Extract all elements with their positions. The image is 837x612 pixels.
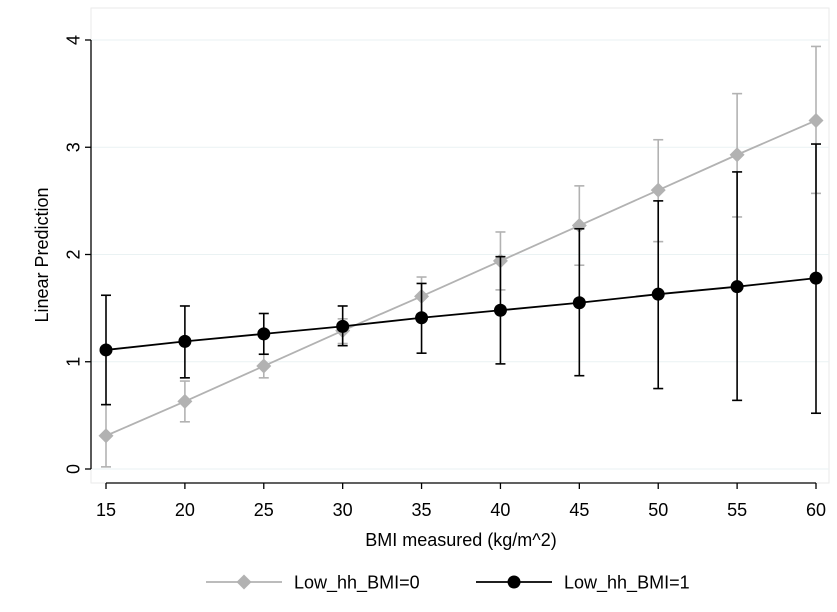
y-tick-label: 2 — [63, 249, 83, 259]
legend-marker — [507, 575, 521, 589]
x-ticks: 15 20 25 30 35 40 45 50 55 60 — [96, 483, 826, 520]
x-tick-label: 45 — [569, 500, 589, 520]
data-point — [493, 303, 507, 317]
x-tick-label: 20 — [175, 500, 195, 520]
data-point — [650, 182, 666, 198]
grid — [91, 39, 829, 470]
data-point — [651, 287, 665, 301]
series-1 — [99, 143, 823, 415]
x-tick-label: 55 — [727, 500, 747, 520]
legend-item-0: Low_hh_BMI=0 — [206, 572, 420, 593]
y-tick-label: 0 — [63, 464, 83, 474]
data-point — [572, 296, 586, 310]
data-point — [99, 343, 113, 357]
legend-item-1: Low_hh_BMI=1 — [476, 572, 690, 593]
x-axis-label: BMI measured (kg/m^2) — [365, 530, 557, 550]
data-point — [257, 327, 271, 341]
y-axis-label: Linear Prediction — [32, 187, 52, 322]
plot-area — [90, 7, 830, 484]
legend: Low_hh_BMI=0 Low_hh_BMI=1 — [206, 572, 690, 593]
data-point — [415, 311, 429, 325]
x-tick-label: 15 — [96, 500, 116, 520]
y-tick-label: 1 — [63, 357, 83, 367]
legend-label: Low_hh_BMI=0 — [294, 572, 420, 593]
y-tick-label: 4 — [63, 35, 83, 45]
x-tick-label: 35 — [412, 500, 432, 520]
series-line — [105, 277, 817, 351]
data-point — [98, 428, 114, 444]
legend-label: Low_hh_BMI=1 — [564, 572, 690, 593]
series-line — [105, 119, 817, 437]
data-point — [177, 393, 193, 409]
data-point — [729, 147, 745, 163]
x-tick-label: 40 — [490, 500, 510, 520]
x-tick-label: 30 — [333, 500, 353, 520]
data-point — [178, 334, 192, 348]
data-point — [730, 280, 744, 294]
x-tick-label: 25 — [254, 500, 274, 520]
y-tick-label: 3 — [63, 142, 83, 152]
x-tick-label: 50 — [648, 500, 668, 520]
data-point — [809, 271, 823, 285]
legend-marker — [236, 574, 252, 590]
data-point — [256, 358, 272, 374]
y-ticks: 0 1 2 3 4 — [63, 35, 91, 474]
data-point — [808, 112, 824, 128]
series-layer — [98, 45, 824, 468]
data-point — [336, 319, 350, 333]
x-tick-label: 60 — [806, 500, 826, 520]
